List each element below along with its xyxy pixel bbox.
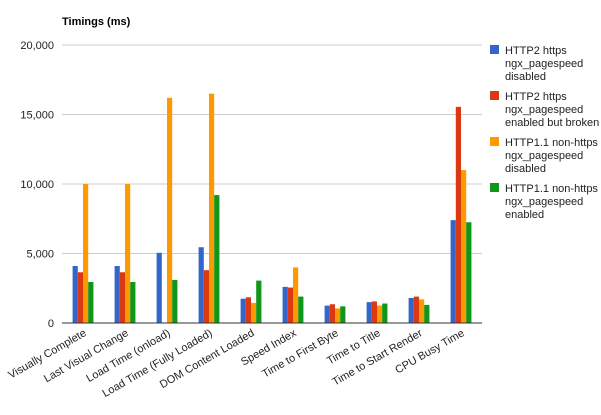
legend-label: HTTP2 https bbox=[505, 45, 567, 57]
bar bbox=[114, 266, 120, 323]
bar bbox=[77, 272, 83, 323]
bar bbox=[214, 195, 220, 323]
bar bbox=[203, 270, 209, 323]
bar bbox=[130, 281, 136, 323]
bar bbox=[335, 308, 341, 323]
bar bbox=[298, 296, 304, 323]
legend-label: HTTP1.1 non-https bbox=[505, 137, 598, 149]
bar bbox=[282, 286, 288, 323]
legend-label: ngx_pagespeed bbox=[505, 150, 583, 162]
y-tick-label: 0 bbox=[48, 318, 54, 330]
bar bbox=[450, 220, 456, 323]
legend-label: HTTP1.1 non-https bbox=[505, 183, 598, 195]
bar bbox=[172, 279, 178, 323]
legend-label: HTTP2 https bbox=[505, 91, 567, 103]
bar bbox=[377, 305, 383, 323]
legend-label: ngx_pagespeed bbox=[505, 104, 583, 116]
bar bbox=[408, 297, 414, 323]
bar bbox=[366, 302, 372, 323]
legend-label: enabled but broken bbox=[505, 117, 599, 129]
y-tick-label: 15,000 bbox=[20, 110, 54, 122]
bar bbox=[167, 97, 173, 323]
legend-label: disabled bbox=[505, 71, 546, 83]
bar bbox=[324, 305, 330, 323]
bar bbox=[125, 184, 131, 323]
chart-title: Timings (ms) bbox=[62, 16, 131, 28]
y-tick-label: 20,000 bbox=[20, 40, 54, 52]
bar bbox=[461, 170, 467, 323]
bar bbox=[455, 106, 461, 323]
bar bbox=[329, 304, 335, 323]
bar bbox=[256, 280, 262, 323]
bar bbox=[156, 252, 162, 323]
bar bbox=[382, 303, 388, 323]
bar bbox=[209, 93, 215, 324]
bar bbox=[424, 304, 430, 323]
legend-label: ngx_pagespeed bbox=[505, 58, 583, 70]
legend-swatch bbox=[490, 137, 499, 146]
bar bbox=[293, 267, 299, 323]
bar bbox=[245, 297, 251, 323]
bar bbox=[198, 247, 204, 323]
bar bbox=[88, 281, 94, 323]
legend-swatch bbox=[490, 91, 499, 100]
bar bbox=[413, 296, 419, 323]
legend-label: ngx_pagespeed bbox=[505, 196, 583, 208]
legend-label: disabled bbox=[505, 163, 546, 175]
y-tick-label: 5,000 bbox=[26, 249, 54, 261]
bar bbox=[419, 299, 425, 323]
bar bbox=[466, 222, 472, 323]
gridlines bbox=[62, 44, 482, 254]
legend-swatch bbox=[490, 183, 499, 192]
bar bbox=[340, 306, 346, 323]
bar bbox=[251, 302, 257, 323]
bar bbox=[72, 266, 78, 323]
bar bbox=[287, 287, 293, 323]
legend-label: enabled bbox=[505, 209, 544, 221]
bars bbox=[72, 93, 472, 324]
bar bbox=[83, 184, 89, 323]
bar bbox=[119, 272, 125, 323]
y-tick-label: 10,000 bbox=[20, 179, 54, 191]
bar bbox=[371, 301, 377, 323]
legend-swatch bbox=[490, 45, 499, 54]
y-axis-ticks: 0 5,000 10,000 15,000 20,000 bbox=[20, 40, 54, 330]
bar bbox=[240, 298, 246, 323]
